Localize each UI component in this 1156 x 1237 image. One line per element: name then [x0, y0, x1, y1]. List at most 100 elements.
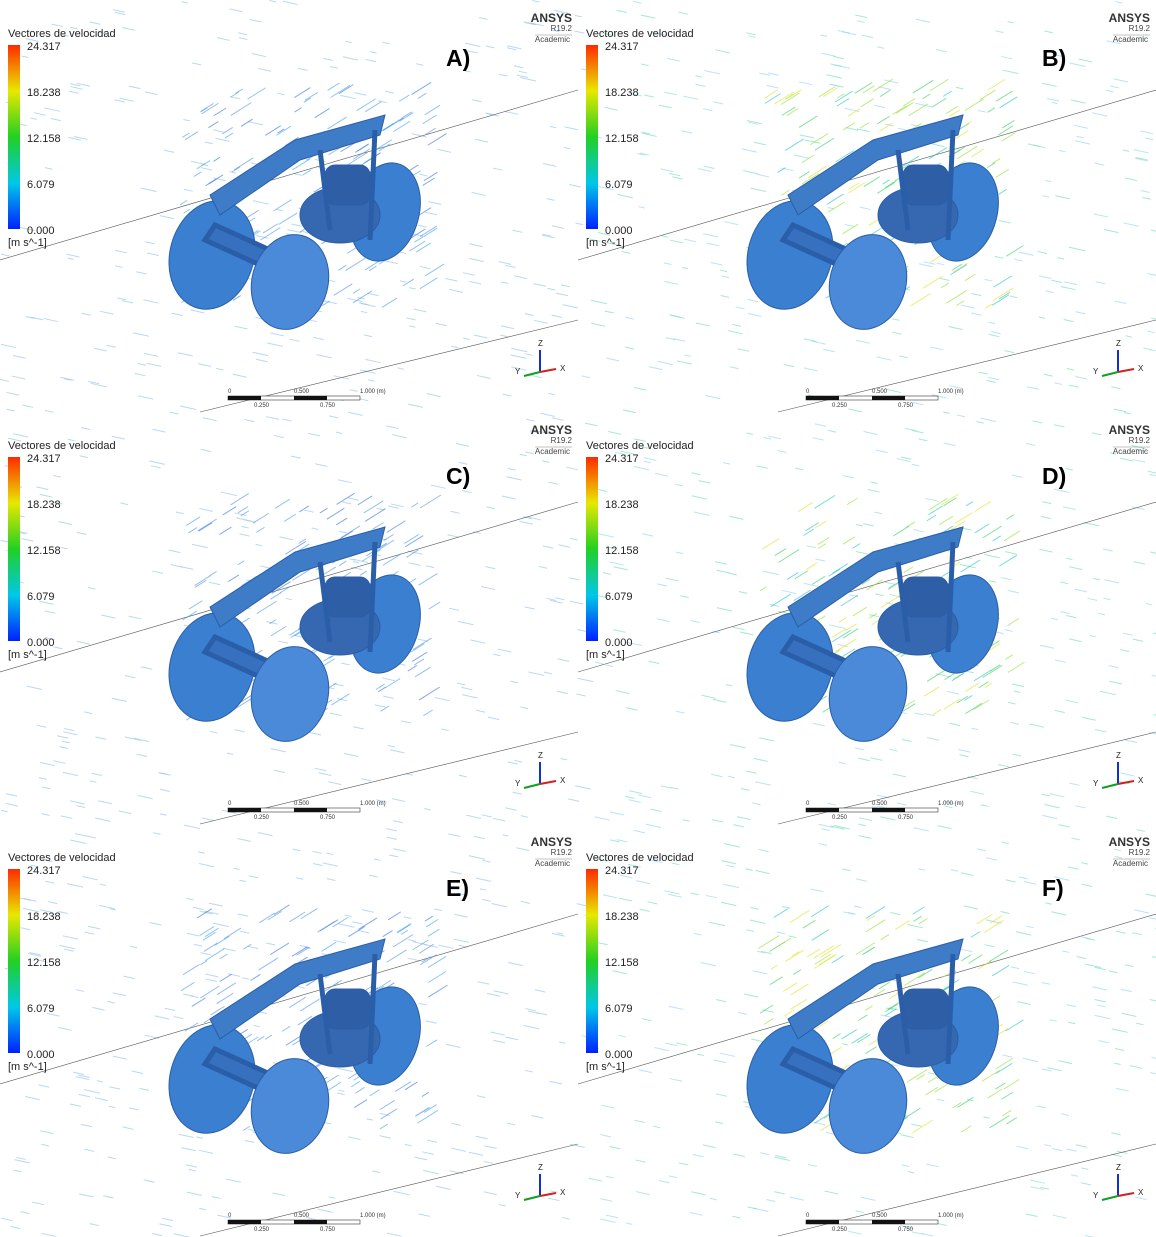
velocity-vector [1094, 999, 1106, 1002]
velocity-vector [174, 1017, 184, 1019]
velocity-vector [491, 903, 507, 906]
velocity-vector [431, 485, 446, 488]
velocity-vector [966, 502, 973, 506]
velocity-vector [199, 864, 214, 867]
velocity-vector [1067, 1149, 1077, 1151]
scale-label: 0.750 [320, 1227, 336, 1233]
velocity-vector [634, 387, 646, 390]
velocity-vector [279, 213, 298, 225]
velocity-vector [151, 466, 161, 468]
axis-label: Y [515, 1191, 521, 1200]
velocity-vector [185, 132, 198, 140]
velocity-vector [95, 1098, 108, 1101]
velocity-vector [209, 582, 221, 585]
velocity-vector [77, 532, 87, 534]
velocity-vector [893, 106, 907, 115]
seat-back [903, 165, 948, 205]
velocity-vector [198, 519, 217, 531]
velocity-vector [857, 21, 865, 23]
velocity-vector [179, 1134, 194, 1137]
velocity-vector [747, 433, 753, 434]
velocity-vector [59, 522, 72, 525]
logo-edition: Academic [1113, 447, 1148, 456]
velocity-vector [1081, 884, 1092, 886]
velocity-vector [292, 947, 308, 957]
velocity-vector [217, 993, 234, 1004]
logo-name: ANSYS [531, 835, 572, 849]
velocity-vector [866, 907, 885, 919]
velocity-vector [184, 209, 190, 213]
velocity-vector [821, 53, 835, 56]
velocity-vector [743, 171, 758, 174]
velocity-vector [578, 678, 593, 681]
velocity-vector [913, 1120, 933, 1133]
vehicle [735, 494, 1024, 750]
velocity-vector [493, 168, 503, 170]
velocity-vector [641, 64, 649, 66]
scale-label: 1.000 (m) [938, 801, 964, 807]
scale-label: 0.250 [832, 815, 848, 821]
velocity-vector [990, 1116, 1010, 1128]
velocity-vector [787, 109, 798, 116]
velocity-vector [671, 315, 685, 318]
legend-tick: 18.238 [27, 911, 61, 923]
velocity-vector [481, 586, 495, 589]
velocity-vector [750, 920, 765, 923]
velocity-vector [67, 884, 83, 888]
velocity-vector [1067, 369, 1074, 371]
velocity-vector [1121, 773, 1134, 776]
velocity-vector [877, 795, 891, 798]
velocity-vector [777, 932, 785, 934]
velocity-vector [532, 1, 539, 3]
velocity-vector [183, 611, 197, 620]
velocity-vector [1121, 1013, 1136, 1016]
velocity-vector [994, 276, 1012, 287]
scale-bar-seg [806, 396, 839, 400]
velocity-vector [605, 311, 614, 313]
velocity-vector [472, 100, 482, 102]
velocity-vector [12, 376, 25, 379]
velocity-vector [131, 1071, 143, 1074]
velocity-vector [1075, 806, 1085, 808]
velocity-vector [552, 418, 564, 421]
velocity-vector [51, 118, 61, 120]
velocity-vector [741, 788, 750, 790]
velocity-vector [998, 126, 1012, 135]
velocity-vector [841, 595, 858, 606]
velocity-vector [375, 705, 386, 707]
velocity-vector [41, 1144, 49, 1146]
velocity-vector [706, 243, 718, 246]
velocity-vector [908, 924, 923, 927]
velocity-vector [223, 948, 236, 951]
velocity-vector [458, 621, 473, 624]
velocity-vector [626, 708, 638, 711]
velocity-vector [815, 559, 824, 561]
velocity-vector [923, 94, 931, 99]
velocity-vector [892, 332, 901, 334]
velocity-vector [550, 126, 556, 127]
velocity-vector [420, 278, 438, 289]
velocity-vector [1115, 931, 1125, 933]
velocity-vector [92, 773, 102, 775]
velocity-vector [63, 732, 77, 735]
velocity-vector [979, 682, 989, 688]
velocity-vector [1095, 163, 1105, 165]
velocity-vector [408, 404, 422, 407]
velocity-vector [400, 252, 406, 253]
velocity-vector [469, 244, 483, 247]
velocity-vector [278, 641, 288, 643]
velocity-vector [992, 159, 1000, 164]
velocity-vector [598, 534, 614, 537]
velocity-vector [575, 786, 590, 789]
velocity-vector [178, 353, 193, 356]
velocity-vector [362, 910, 374, 913]
velocity-vector [1110, 86, 1119, 88]
velocity-vector [1037, 1106, 1046, 1108]
velocity-vector [389, 855, 398, 857]
velocity-vector [1066, 468, 1073, 470]
velocity-vector [626, 1223, 632, 1224]
legend-tick: 12.158 [27, 133, 61, 145]
velocity-vector [192, 544, 208, 547]
scale-label: 0.500 [294, 1213, 310, 1219]
velocity-vector [20, 1212, 29, 1214]
